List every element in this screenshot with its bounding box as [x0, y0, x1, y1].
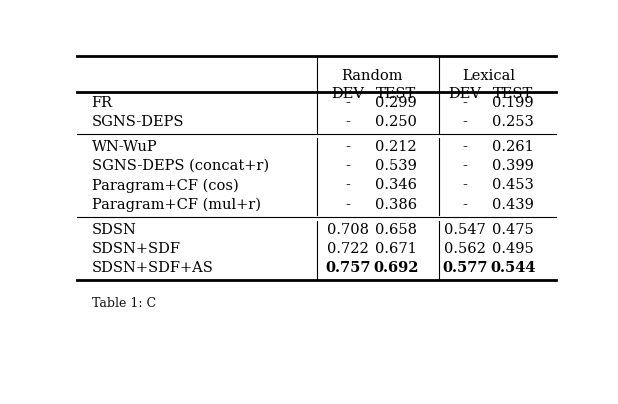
Text: FR: FR	[91, 96, 112, 109]
Text: TEST: TEST	[376, 86, 416, 101]
Text: DEV: DEV	[331, 86, 365, 101]
Text: 0.453: 0.453	[492, 179, 534, 192]
Text: 0.757: 0.757	[325, 261, 371, 275]
Text: Random: Random	[341, 69, 402, 84]
Text: 0.577: 0.577	[442, 261, 488, 275]
Text: 0.722: 0.722	[327, 242, 369, 256]
Text: 0.708: 0.708	[327, 223, 369, 237]
Text: 0.539: 0.539	[375, 159, 417, 173]
Text: -: -	[463, 96, 468, 109]
Text: 0.658: 0.658	[375, 223, 417, 237]
Text: -: -	[463, 179, 468, 192]
Text: 0.671: 0.671	[375, 242, 417, 256]
Text: 0.253: 0.253	[492, 115, 534, 129]
Text: -: -	[463, 198, 468, 212]
Text: 0.475: 0.475	[492, 223, 534, 237]
Text: 0.495: 0.495	[492, 242, 534, 256]
Text: TEST: TEST	[493, 86, 533, 101]
Text: SDSN+SDF: SDSN+SDF	[91, 242, 180, 256]
Text: Paragram+CF (mul+r): Paragram+CF (mul+r)	[91, 198, 261, 212]
Text: 0.439: 0.439	[492, 198, 534, 212]
Text: 0.299: 0.299	[375, 96, 417, 109]
Text: 0.547: 0.547	[444, 223, 486, 237]
Text: -: -	[463, 159, 468, 173]
Text: 0.346: 0.346	[375, 179, 417, 192]
Text: WN-WuP: WN-WuP	[91, 140, 157, 154]
Text: 0.261: 0.261	[492, 140, 534, 154]
Text: 0.544: 0.544	[490, 261, 536, 275]
Text: 0.399: 0.399	[492, 159, 534, 173]
Text: 0.212: 0.212	[375, 140, 417, 154]
Text: SDSN: SDSN	[91, 223, 137, 237]
Text: 0.199: 0.199	[493, 96, 534, 109]
Text: -: -	[345, 96, 350, 109]
Text: Table 1: C: Table 1: C	[91, 297, 156, 310]
Text: -: -	[463, 140, 468, 154]
Text: SDSN+SDF+AS: SDSN+SDF+AS	[91, 261, 213, 275]
Text: Paragram+CF (cos): Paragram+CF (cos)	[91, 178, 239, 193]
Text: Lexical: Lexical	[463, 69, 515, 84]
Text: -: -	[463, 115, 468, 129]
Text: SGNS-DEPS (concat+r): SGNS-DEPS (concat+r)	[91, 159, 269, 173]
Text: 0.692: 0.692	[373, 261, 418, 275]
Text: 0.386: 0.386	[375, 198, 417, 212]
Text: 0.250: 0.250	[375, 115, 417, 129]
Text: -: -	[345, 159, 350, 173]
Text: SGNS-DEPS: SGNS-DEPS	[91, 115, 184, 129]
Text: DEV: DEV	[449, 86, 481, 101]
Text: -: -	[345, 198, 350, 212]
Text: -: -	[345, 140, 350, 154]
Text: -: -	[345, 179, 350, 192]
Text: -: -	[345, 115, 350, 129]
Text: 0.562: 0.562	[444, 242, 486, 256]
